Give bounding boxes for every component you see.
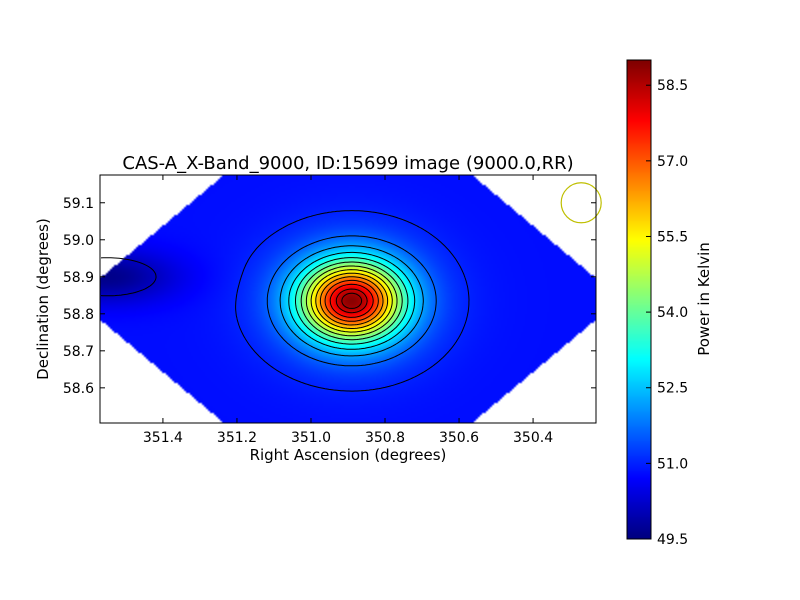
contour-level-4 — [288, 251, 416, 350]
contour-lines — [100, 210, 470, 392]
y-tick-label: 58.7 — [63, 344, 94, 360]
colorbar-tick-label: 55.5 — [657, 229, 688, 245]
colorbar-frame — [626, 59, 652, 540]
x-tick-label: 351.4 — [143, 430, 183, 446]
x-axis-label: Right Ascension (degrees) — [250, 446, 447, 464]
colorbar-gradient — [627, 60, 651, 539]
beam-circle — [560, 182, 602, 224]
y-axis-label: Declination (degrees) — [34, 218, 52, 380]
contour-level-3 — [279, 245, 424, 357]
contour-level-6 — [300, 261, 403, 341]
colorbar: 49.5 51.0 52.5 54.0 55.5 57.0 58.5 Power in Ke… — [626, 59, 713, 548]
chart-title: CAS-A_X-Band_9000, ID:15699 image (9000.… — [122, 153, 573, 174]
plot-frame — [99, 174, 597, 424]
contour-level-2 — [266, 235, 437, 367]
colorbar-ticks: 49.5 51.0 52.5 54.0 55.5 57.0 58.5 — [646, 78, 688, 548]
contour-level-12 — [329, 283, 374, 318]
contour-level-1 — [235, 210, 470, 392]
contour-level-11 — [324, 279, 379, 322]
colorbar-tick-label: 52.5 — [657, 381, 688, 397]
y-axis-ticks: 58.6 58.7 58.8 58.9 59.0 59.1 — [63, 196, 596, 397]
colorbar-tick-label: 49.5 — [657, 532, 688, 548]
contour-level-8 — [310, 269, 393, 333]
colorbar-tick-label: 54.0 — [657, 305, 688, 321]
x-tick-label: 351.0 — [291, 430, 331, 446]
y-tick-label: 59.0 — [63, 233, 94, 249]
contour-level-10 — [319, 276, 384, 326]
y-tick-label: 59.1 — [63, 196, 94, 212]
plot-area: 351.4 351.2 351.0 350.8 350.6 350.4 58.658.75… — [63, 174, 602, 446]
contour-level-13 — [335, 288, 368, 314]
x-tick-label: 351.2 — [217, 430, 257, 446]
colorbar-tick-label: 51.0 — [657, 456, 688, 472]
y-tick-label: 58.6 — [63, 381, 94, 397]
colorbar-tick-label: 57.0 — [657, 154, 688, 170]
x-axis-ticks: 351.4 351.2 351.0 350.8 350.6 350.4 — [143, 175, 553, 446]
colorbar-tick-label: 58.5 — [657, 78, 688, 94]
colorbar-label: Power in Kelvin — [695, 242, 713, 356]
x-tick-label: 350.4 — [513, 430, 553, 446]
contour-level-9 — [315, 272, 389, 329]
contour-level-7 — [305, 265, 398, 337]
contour-level-0 — [100, 257, 157, 297]
y-tick-label: 58.8 — [63, 307, 94, 323]
x-tick-label: 350.8 — [365, 430, 405, 446]
heatmap-image — [100, 175, 596, 423]
x-tick-label: 350.6 — [439, 430, 479, 446]
contour-level-5 — [295, 257, 409, 345]
y-tick-label: 58.9 — [63, 270, 94, 286]
contour-level-14 — [341, 292, 363, 309]
